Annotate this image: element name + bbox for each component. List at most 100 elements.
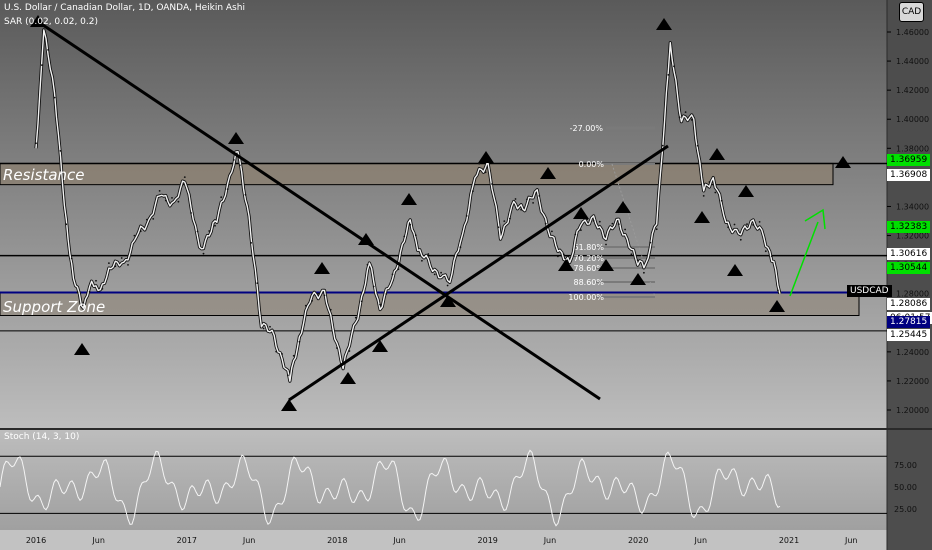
sar-dot xyxy=(459,246,462,249)
sar-dot xyxy=(643,271,645,274)
y-axis-label: 1.22000 xyxy=(896,377,929,386)
sar-dot xyxy=(514,198,517,200)
x-axis-label: Jun xyxy=(242,536,256,545)
pivot-triangle xyxy=(228,132,244,144)
sar-dot xyxy=(720,199,723,202)
sar-dot xyxy=(551,230,553,233)
pivot-triangle xyxy=(615,201,631,213)
sar-dot xyxy=(446,284,449,287)
sar-dot xyxy=(164,199,167,202)
sar-dot xyxy=(684,111,687,113)
downtrend-line xyxy=(36,19,601,401)
stoch-axis-label: 50.00 xyxy=(894,483,917,492)
fib-trendline xyxy=(611,163,656,298)
pivot-triangle xyxy=(727,264,743,276)
pivot-triangle xyxy=(738,185,754,197)
pivot-triangle xyxy=(694,211,710,223)
pivot-triangle xyxy=(358,233,374,245)
sar-dot xyxy=(598,220,601,223)
sar-dot xyxy=(649,241,652,244)
y-axis-label: 1.34000 xyxy=(896,202,929,211)
x-axis-label: Jun xyxy=(844,536,858,545)
x-axis-label: Jun xyxy=(91,536,105,545)
sar-dot xyxy=(655,228,658,231)
y-axis-label: 1.28000 xyxy=(896,290,929,299)
sar-dot xyxy=(636,259,639,262)
sar-dot xyxy=(372,285,375,288)
sar-dot xyxy=(433,273,436,276)
sar-dot xyxy=(214,224,216,227)
sar-dot xyxy=(472,190,474,193)
pivot-triangle xyxy=(573,207,589,219)
y-axis-label: 1.32000 xyxy=(896,232,929,241)
sar-dot xyxy=(465,215,468,217)
sar-dot xyxy=(139,230,142,233)
price-tag: 1.27815 xyxy=(887,316,931,328)
uptrend-line xyxy=(288,144,669,402)
pivot-triangle xyxy=(74,343,90,355)
y-axis-label: 1.40000 xyxy=(896,115,929,124)
support-zone-label: Support Zone xyxy=(3,298,106,316)
pivot-triangle xyxy=(372,340,388,352)
x-axis-label: 2020 xyxy=(628,536,648,545)
sar-dot xyxy=(171,197,173,199)
sar-dot xyxy=(250,242,253,244)
sar-dot xyxy=(605,243,607,246)
sar-dot xyxy=(208,230,211,232)
price-tag: 1.30616 xyxy=(887,248,931,260)
sar-dot xyxy=(385,293,388,295)
sar-dot xyxy=(752,224,755,226)
sar-dot xyxy=(491,183,493,185)
sar-dot xyxy=(562,253,565,256)
sar-dot xyxy=(82,302,85,305)
sar-dot xyxy=(281,353,283,355)
sar-dot xyxy=(391,273,394,276)
price-tag: 1.32383 xyxy=(887,221,931,233)
sar-dot xyxy=(88,291,91,293)
price-tag: 1.36959 xyxy=(887,154,931,166)
y-axis-label: 1.38000 xyxy=(896,144,929,153)
pivot-triangle xyxy=(478,151,494,163)
pivot-triangle xyxy=(630,273,646,285)
x-axis-label: Jun xyxy=(694,536,708,545)
price-tag: 1.25445 xyxy=(887,329,931,341)
sar-dot xyxy=(120,257,123,259)
sar-dot xyxy=(41,64,43,66)
y-axis-label: 1.24000 xyxy=(896,348,929,357)
sar-dot xyxy=(379,303,381,306)
sar-dot xyxy=(678,116,681,119)
sar-dot xyxy=(311,299,313,302)
pivot-triangle xyxy=(401,193,417,205)
price-tag: 1.36908 xyxy=(887,169,931,181)
pivot-triangle xyxy=(440,295,456,307)
sar-dot xyxy=(403,235,406,238)
sar-dot xyxy=(47,49,49,51)
sar-dot xyxy=(354,316,357,319)
currency-button[interactable]: CAD xyxy=(899,2,924,22)
pivot-triangle xyxy=(30,15,46,27)
sar-dot xyxy=(226,188,229,191)
sar-dot xyxy=(232,159,235,161)
sar-dot xyxy=(323,294,326,297)
sar-dot xyxy=(580,229,582,232)
y-axis-label: 1.42000 xyxy=(896,86,929,95)
chart-title: U.S. Dollar / Canadian Dollar, 1D, OANDA… xyxy=(4,3,245,13)
sar-dot xyxy=(59,150,62,152)
sar-dot xyxy=(592,220,595,222)
sar-dot xyxy=(764,250,767,253)
x-axis-label: Jun xyxy=(543,536,557,545)
sar-dot xyxy=(114,265,117,268)
sar-dot xyxy=(317,292,320,295)
sar-dot xyxy=(127,264,129,266)
sar-dot xyxy=(397,268,400,271)
sar-dot xyxy=(262,327,265,330)
x-axis-label: 2018 xyxy=(327,536,347,545)
sar-dot xyxy=(146,218,148,221)
support-zone xyxy=(0,291,860,316)
fib-label: 70.20% xyxy=(573,254,604,263)
sar-dot xyxy=(497,226,500,229)
sar-dot xyxy=(196,230,199,233)
sar-dot xyxy=(108,262,110,264)
